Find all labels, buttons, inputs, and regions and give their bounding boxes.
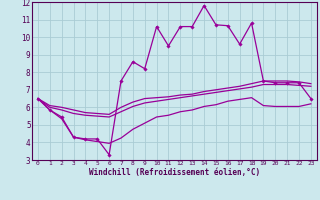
X-axis label: Windchill (Refroidissement éolien,°C): Windchill (Refroidissement éolien,°C) <box>89 168 260 177</box>
